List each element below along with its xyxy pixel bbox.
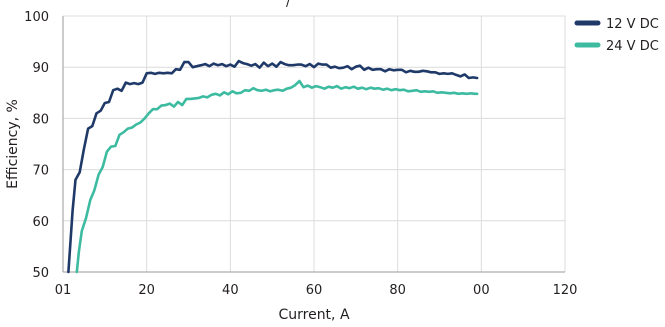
series-lines bbox=[67, 59, 479, 274]
series-line-2 bbox=[75, 79, 479, 274]
y-tick-label: 70 bbox=[32, 164, 49, 179]
x-axis-label: Current, A bbox=[278, 307, 349, 323]
y-tick-label: 80 bbox=[32, 112, 49, 127]
legend-label: 12 V DC bbox=[606, 17, 659, 32]
chart-title-fragment: / bbox=[286, 0, 291, 10]
y-tick-label: 100 bbox=[24, 10, 49, 25]
legend-label: 24 V DC bbox=[606, 39, 659, 54]
legend: 12 V DC 24 V DC bbox=[574, 17, 659, 54]
x-tick-label: 40 bbox=[222, 283, 239, 298]
y-axis-label: Efficiency, % bbox=[5, 99, 21, 189]
x-tick-label: 120 bbox=[553, 283, 578, 298]
x-tick-label: 01 bbox=[55, 283, 72, 298]
x-tick-label: 00 bbox=[473, 283, 490, 298]
axes: 01 20 40 60 80 00 120 50 60 70 80 90 100 bbox=[24, 10, 577, 298]
grid bbox=[62, 15, 566, 273]
x-tick-label: 60 bbox=[306, 283, 323, 298]
x-tick-label: 80 bbox=[389, 283, 406, 298]
y-tick-label: 90 bbox=[32, 61, 49, 76]
y-tick-label: 50 bbox=[32, 266, 49, 281]
x-tick-label: 20 bbox=[138, 283, 155, 298]
y-tick-label: 60 bbox=[32, 215, 49, 230]
series-line-1 bbox=[67, 59, 479, 274]
